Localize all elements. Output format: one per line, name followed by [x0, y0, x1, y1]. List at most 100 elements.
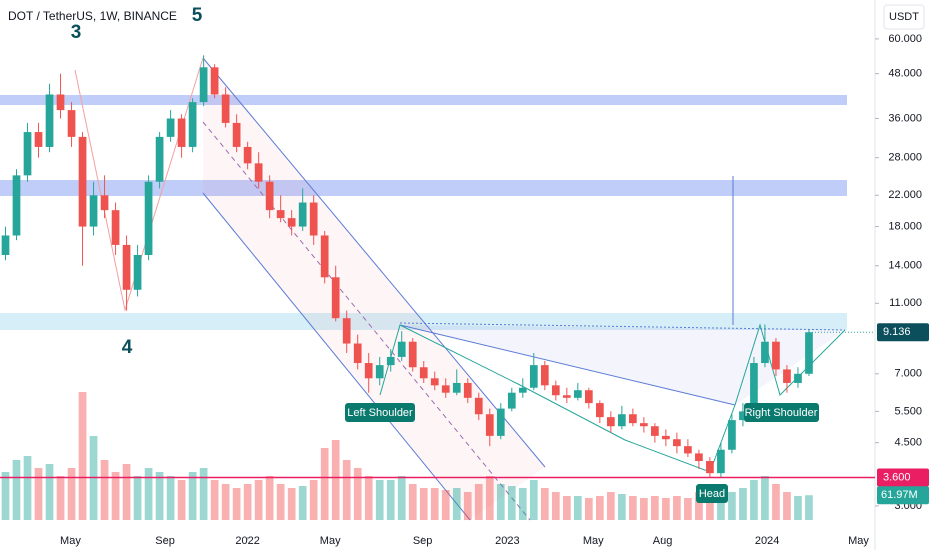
wave-label: 3	[71, 22, 82, 43]
candle-body	[419, 367, 428, 379]
candle-body	[353, 343, 362, 364]
candle-body	[375, 365, 384, 379]
volume-bar	[166, 476, 175, 520]
last-price-label: 9.136	[883, 326, 911, 338]
volume-bar	[695, 492, 703, 520]
candle-body	[706, 461, 714, 474]
candle-body	[562, 395, 571, 398]
candle-body	[23, 132, 32, 176]
candle-body	[188, 102, 197, 147]
volume-bar	[287, 488, 296, 520]
candle-body	[651, 426, 659, 436]
candle-body	[540, 365, 549, 386]
volume-bar	[309, 480, 318, 520]
volume-bar	[606, 492, 615, 520]
y-tick-label: 5.500	[894, 405, 922, 417]
candle-body	[695, 453, 703, 462]
volume-bar	[463, 492, 472, 520]
candle-body	[573, 390, 582, 398]
volume-bar	[430, 488, 439, 520]
x-tick-label: May	[583, 535, 604, 547]
volume-bar	[640, 498, 648, 520]
volume-bar	[45, 464, 54, 520]
candle-body	[463, 382, 472, 398]
candle-body	[166, 118, 175, 137]
label-box	[696, 484, 728, 503]
candle-body	[805, 332, 813, 374]
candle-body	[155, 136, 164, 182]
wave-line	[74, 57, 204, 312]
candle-body	[287, 218, 296, 227]
y-tick-label: 36.000	[888, 112, 922, 124]
drawings	[0, 57, 847, 521]
candle-body	[199, 67, 208, 103]
last-price-tag	[877, 323, 929, 342]
volume-bar	[331, 440, 340, 520]
volume-bar	[783, 492, 791, 520]
y-tick-label: 22.000	[888, 189, 922, 201]
x-tick-label: 2023	[495, 535, 519, 547]
volume-bar	[739, 488, 747, 520]
candle-body	[397, 341, 406, 357]
candle-body	[309, 202, 318, 236]
candle-body	[342, 318, 351, 344]
volume-bar	[408, 484, 417, 520]
candle-body	[298, 202, 307, 227]
volume-bar	[254, 480, 263, 520]
candle-body	[386, 356, 395, 366]
volume-bar	[761, 476, 769, 520]
currency[interactable]: USDT	[889, 11, 919, 23]
volume-bar	[56, 476, 65, 520]
level-tag	[877, 468, 929, 487]
candle-body	[485, 414, 494, 436]
volume-bar	[518, 488, 527, 520]
volume-bar	[111, 472, 120, 520]
volume-bar	[618, 494, 626, 520]
pattern-line	[379, 324, 736, 473]
candle-body	[56, 94, 65, 111]
volume-bar	[12, 460, 21, 520]
volume-bar	[375, 480, 384, 520]
candle-body	[12, 175, 21, 236]
x-tick-label: May	[60, 535, 81, 547]
candle-body	[232, 122, 241, 147]
label-box	[744, 403, 819, 422]
volume-bar	[1, 472, 10, 520]
candle-body	[673, 439, 681, 447]
candle-body	[728, 420, 736, 450]
x-tick-label: Sep	[413, 535, 433, 547]
candle-body	[34, 132, 43, 147]
volume-bar	[562, 496, 571, 520]
volume-bar	[485, 476, 494, 520]
channel-fill	[203, 58, 545, 520]
candle-body	[408, 341, 417, 368]
volume-bar	[794, 496, 802, 520]
y-tick-label: 14.000	[888, 260, 922, 272]
volume-bar	[717, 488, 725, 520]
candle-body	[441, 385, 450, 393]
candle-body	[177, 118, 186, 147]
candle-body	[772, 341, 780, 370]
volume-bar	[397, 476, 406, 520]
axis-panel	[875, 0, 932, 550]
volume-bar	[595, 496, 604, 520]
candle-body	[320, 235, 329, 278]
candle-body	[496, 408, 505, 436]
x-tick-label: 2022	[235, 535, 259, 547]
volume-bar	[298, 486, 307, 520]
candle-body	[111, 210, 120, 245]
volume-bar	[651, 496, 659, 520]
volume-bar	[673, 496, 681, 520]
candle-body	[761, 341, 769, 364]
volume-bar	[507, 486, 516, 520]
volume-bar	[188, 472, 197, 520]
wave-label: 5	[192, 5, 203, 26]
currency-box[interactable]	[883, 4, 925, 30]
volume-bar	[265, 476, 274, 520]
volume-bar	[177, 480, 186, 520]
candle-body	[144, 181, 153, 255]
volume-bar	[144, 468, 153, 520]
volume-bar	[573, 496, 582, 520]
